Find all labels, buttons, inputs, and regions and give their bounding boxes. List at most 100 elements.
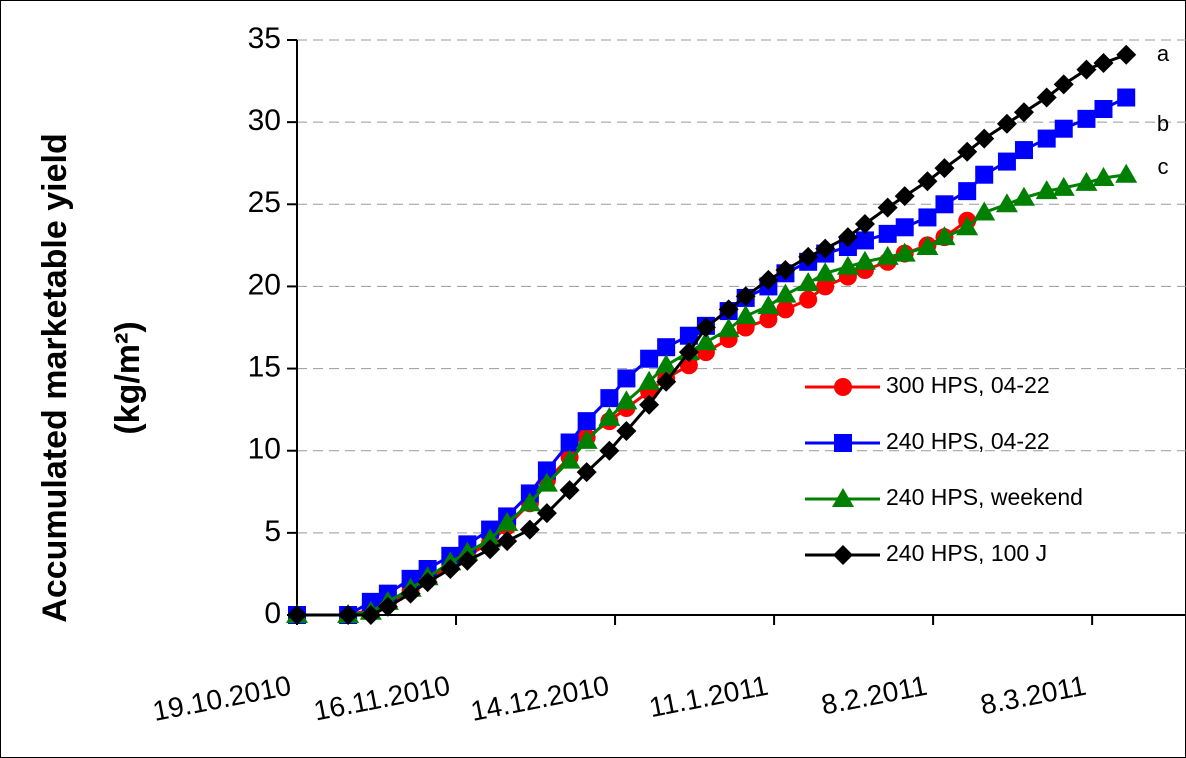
marker — [918, 208, 937, 227]
marker — [519, 519, 540, 540]
marker — [814, 262, 837, 282]
marker — [1014, 141, 1033, 160]
y-label-line: Accumulated marketable yield — [36, 133, 74, 622]
marker — [916, 236, 939, 255]
marker — [758, 269, 779, 290]
marker — [655, 354, 678, 374]
marker — [640, 349, 659, 368]
marker — [797, 272, 820, 292]
marker — [576, 462, 597, 483]
marker — [496, 512, 519, 531]
marker — [1092, 167, 1115, 186]
marker — [287, 605, 307, 625]
marker — [1117, 88, 1136, 107]
y-tick-label: 25 — [248, 186, 281, 219]
y-tick-label: 0 — [264, 597, 281, 630]
marker — [657, 338, 676, 357]
y-tick-label: 5 — [264, 515, 281, 548]
marker — [1053, 74, 1074, 95]
marker — [577, 412, 596, 431]
marker — [575, 429, 598, 449]
annotation: b — [1157, 111, 1169, 136]
marker — [598, 406, 621, 426]
marker — [417, 572, 438, 593]
marker — [615, 390, 638, 410]
marker — [400, 583, 421, 604]
marker — [855, 231, 874, 250]
marker — [1054, 119, 1073, 138]
marker — [1052, 176, 1075, 196]
marker — [893, 242, 916, 262]
marker — [757, 295, 780, 315]
marker — [958, 182, 977, 201]
marker — [617, 369, 636, 388]
marker — [854, 214, 875, 234]
marker — [815, 238, 836, 259]
marker — [776, 300, 795, 319]
marker — [679, 326, 698, 345]
marker — [559, 480, 580, 501]
y-tick-label: 20 — [248, 268, 281, 301]
legend-label: 240 HPS, weekend — [886, 484, 1083, 510]
marker — [734, 305, 757, 324]
marker — [679, 356, 698, 375]
marker — [974, 128, 995, 149]
marker — [338, 605, 359, 625]
marker — [834, 378, 852, 396]
annotation: c — [1158, 154, 1169, 179]
marker — [833, 545, 853, 565]
marker — [536, 503, 557, 524]
marker — [935, 195, 954, 214]
marker — [775, 260, 796, 280]
y-tick-label: 10 — [248, 433, 281, 466]
marker — [973, 201, 996, 221]
y-axis-title: Accumulated marketable yield (kg/m²) — [36, 133, 147, 622]
marker — [1035, 180, 1058, 200]
marker — [995, 193, 1018, 213]
marker — [895, 218, 914, 237]
marker — [853, 250, 876, 270]
marker — [1094, 100, 1113, 118]
marker — [479, 528, 502, 548]
series — [287, 44, 1137, 625]
marker — [997, 152, 1016, 171]
marker — [735, 286, 756, 307]
marker — [878, 224, 897, 243]
marker — [996, 113, 1017, 134]
marker — [694, 331, 717, 351]
marker — [836, 255, 859, 275]
marker — [656, 371, 677, 392]
marker — [1116, 44, 1137, 65]
marker — [457, 550, 478, 571]
marker — [440, 559, 461, 579]
marker — [894, 186, 915, 207]
annotation: a — [1157, 41, 1170, 66]
legend-label: 240 HPS, 04-22 — [886, 428, 1050, 454]
marker — [480, 539, 501, 560]
marker — [816, 277, 835, 296]
legend: 300 HPS, 04-22 240 HPS, 04-22 240 HPS, wee… — [805, 372, 1083, 566]
y-label-line: (kg/m²) — [109, 321, 147, 434]
marker — [1093, 53, 1114, 73]
marker — [933, 226, 956, 246]
marker — [1077, 109, 1096, 128]
marker — [377, 596, 398, 617]
y-tick-label: 15 — [248, 350, 281, 383]
marker — [975, 165, 994, 184]
marker — [558, 449, 581, 469]
marker — [934, 158, 955, 179]
marker — [695, 317, 716, 338]
marker — [616, 421, 637, 441]
marker — [759, 310, 778, 329]
marker — [639, 394, 660, 415]
marker — [535, 472, 558, 492]
marker — [599, 440, 620, 461]
marker — [537, 461, 556, 480]
y-tick-label: 30 — [248, 104, 281, 137]
marker — [798, 246, 819, 267]
marker — [497, 531, 518, 552]
marker — [1115, 163, 1138, 183]
marker — [837, 227, 858, 248]
marker — [876, 245, 899, 265]
